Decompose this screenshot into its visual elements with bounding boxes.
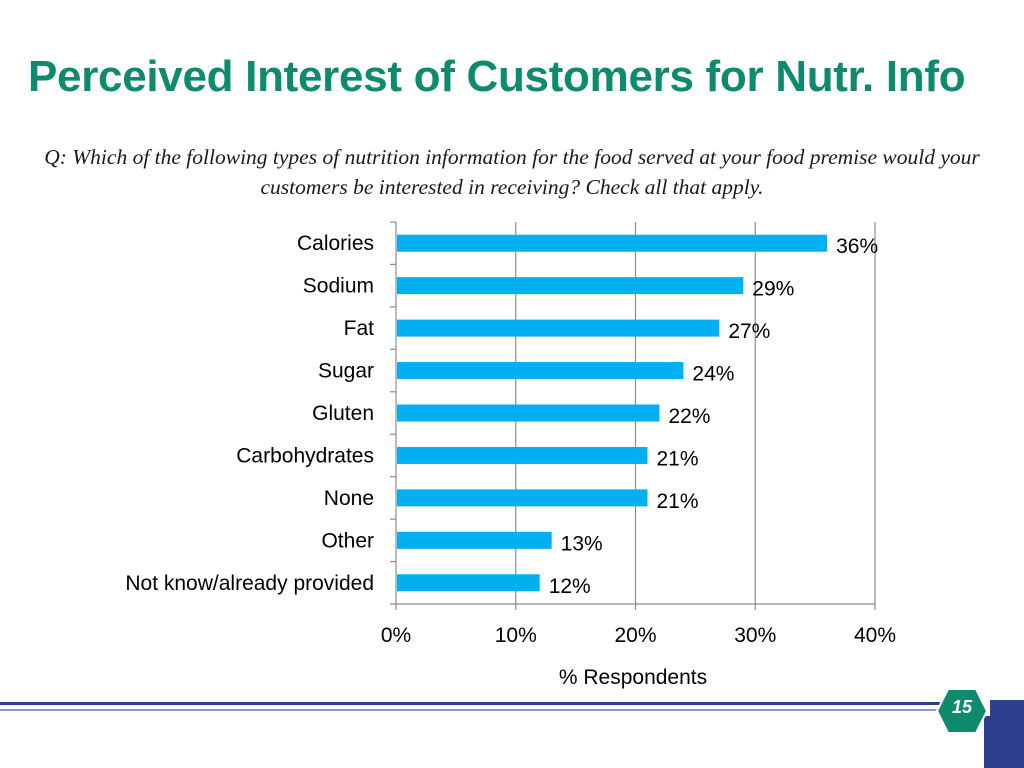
data-label: 27%: [728, 320, 770, 343]
data-label: 21%: [656, 490, 698, 513]
slide-title: Perceived Interest of Customers for Nutr…: [28, 52, 966, 101]
data-label: 24%: [692, 363, 734, 386]
x-axis-title: % Respondents: [559, 666, 707, 689]
bar: [397, 446, 648, 464]
bars: [397, 234, 828, 592]
page-number: 15: [951, 697, 973, 717]
bar: [397, 574, 540, 592]
data-label: 21%: [656, 447, 698, 470]
category-label: Calories: [297, 232, 374, 255]
data-label: 22%: [668, 405, 710, 428]
bar: [397, 319, 720, 337]
category-label: Carbohydrates: [236, 444, 374, 467]
category-label: Gluten: [312, 402, 374, 425]
page-badge: [936, 688, 988, 734]
labels: 0% 10% 20% 30% 40% Calories 36% Sodium 29% Fat 27%…: [125, 232, 896, 647]
x-tick-label: 40%: [854, 624, 896, 647]
x-tick-label: 10%: [495, 624, 537, 647]
survey-question: Q: Which of the following types of nutri…: [44, 145, 980, 199]
bar-chart: 0% 10% 20% 30% 40% Calories 36% Sodium 29% Fat 27%…: [125, 221, 896, 689]
data-label: 36%: [836, 235, 878, 258]
bar: [397, 362, 684, 380]
category-label: Sugar: [318, 360, 374, 383]
footer-band: [0, 700, 1024, 768]
data-label: 12%: [549, 575, 591, 598]
x-tick-label: 20%: [614, 624, 656, 647]
category-label: Sodium: [303, 275, 374, 298]
x-tick-label: 30%: [734, 624, 776, 647]
category-label: Other: [321, 529, 374, 552]
bar: [397, 234, 828, 252]
x-tick-label: 0%: [381, 624, 411, 647]
footer-hex-navy-lower: [984, 716, 1024, 768]
data-label: 29%: [752, 278, 794, 301]
bar: [397, 489, 648, 507]
bar: [397, 531, 552, 549]
category-label: Not know/already provided: [125, 572, 374, 595]
axes: [390, 221, 876, 610]
bar: [397, 277, 744, 295]
data-label: 13%: [561, 532, 603, 555]
category-label: None: [324, 487, 374, 510]
bar: [397, 404, 660, 422]
category-label: Fat: [344, 317, 375, 340]
